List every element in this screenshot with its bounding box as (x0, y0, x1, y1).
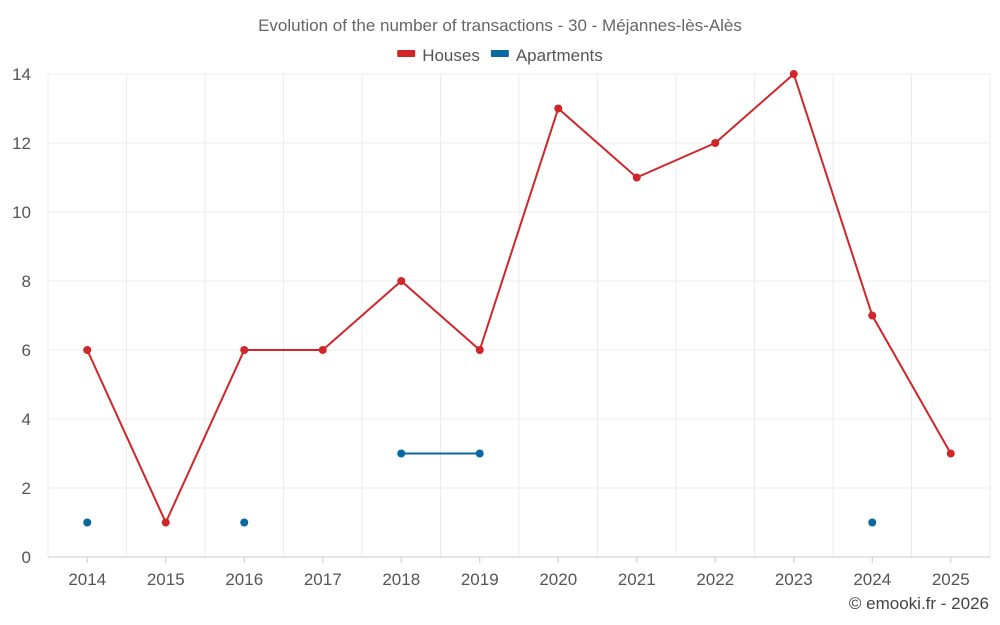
data-point (161, 518, 170, 527)
chart-title: Evolution of the number of transactions … (258, 16, 742, 35)
data-point (475, 346, 484, 354)
grid-lines (47, 73, 991, 558)
x-tick-label: 2020 (539, 570, 577, 589)
data-point (83, 518, 92, 527)
y-tick-label: 10 (12, 203, 31, 222)
credit-text: © emooki.fr - 2026 (849, 594, 989, 613)
x-tick-label: 2015 (147, 570, 185, 589)
y-tick-label: 14 (12, 65, 31, 84)
series-apartments (83, 449, 877, 527)
x-tick-label: 2024 (853, 570, 891, 589)
x-tick-label: 2016 (225, 570, 263, 589)
data-point (946, 449, 955, 458)
y-tick-label: 6 (22, 341, 31, 360)
y-tick-label: 2 (22, 479, 31, 498)
x-tick-label: 2025 (932, 570, 970, 589)
data-point (789, 70, 798, 78)
legend-swatch (397, 50, 416, 57)
y-tick-label: 0 (22, 548, 31, 567)
data-point (475, 449, 484, 458)
series-layer (83, 70, 955, 527)
series-line (86, 73, 952, 524)
x-tick-label: 2014 (68, 570, 106, 589)
x-tick-label: 2019 (461, 570, 499, 589)
data-point (397, 449, 406, 458)
data-point (240, 518, 249, 527)
data-point (711, 139, 720, 147)
x-tick-label: 2023 (775, 570, 813, 589)
y-tick-label: 4 (22, 410, 31, 429)
x-axis: 2014 2015 2016 2017 2018 2019 2020 2021 2022 2023… (68, 557, 970, 589)
y-tick-label: 8 (22, 272, 31, 291)
series-houses (83, 70, 955, 527)
data-point (83, 346, 92, 354)
data-point (868, 518, 877, 527)
x-tick-label: 2018 (382, 570, 420, 589)
legend-label: Apartments (516, 46, 603, 65)
y-axis: 0 2 4 6 8 10 12 14 (12, 65, 31, 567)
x-tick-label: 2017 (304, 570, 342, 589)
x-tick-label: 2022 (696, 570, 734, 589)
legend-swatch (490, 50, 509, 57)
data-point (397, 277, 406, 285)
data-point (868, 311, 877, 320)
legend: Houses Apartments (397, 46, 603, 65)
y-tick-label: 12 (12, 134, 31, 153)
data-point (632, 173, 641, 182)
data-point (554, 104, 563, 113)
data-point (240, 346, 249, 354)
x-tick-label: 2021 (618, 570, 656, 589)
data-point (318, 346, 327, 354)
legend-label: Houses (422, 46, 480, 65)
